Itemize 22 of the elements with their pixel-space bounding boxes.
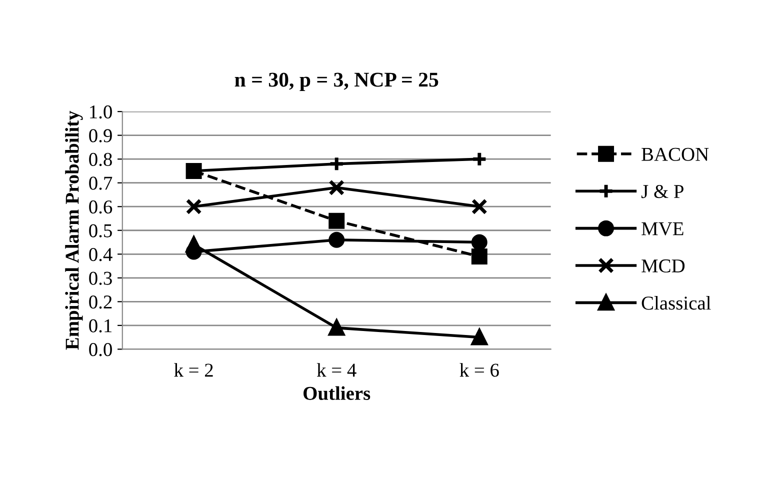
y-tick-label: 1.0: [90, 105, 112, 119]
y-tick-label: 0.4: [89, 248, 112, 262]
legend-label: Classical: [642, 296, 711, 310]
legend-label: MVE: [642, 222, 684, 236]
y-tick-label: 0.9: [89, 129, 112, 142]
y-tick-label: 0.7: [89, 176, 112, 190]
y-tick-label: 0.0: [89, 343, 112, 356]
x-tick-label: k = 6: [460, 363, 499, 377]
chart-title: n = 30, p = 3, NCP = 25: [234, 72, 438, 91]
y-tick-label: 0.2: [89, 295, 112, 309]
y-tick-label: 0.3: [89, 272, 112, 285]
legend-label: J & P: [641, 184, 684, 198]
x-tick-label: k = 4: [316, 363, 356, 377]
y-tick-label: 0.6: [89, 200, 112, 214]
x-tick-label: k = 2: [174, 363, 213, 377]
y-tick-label: 0.5: [89, 224, 112, 238]
x-axis-title: Outliers: [304, 386, 370, 400]
y-axis-title: Empirical Alarm Probability: [65, 110, 83, 350]
y-tick-label: 0.1: [89, 319, 112, 332]
legend-label: BACON: [642, 148, 709, 161]
legend-label: MCD: [642, 259, 685, 272]
y-tick-label: 0.8: [89, 152, 112, 166]
